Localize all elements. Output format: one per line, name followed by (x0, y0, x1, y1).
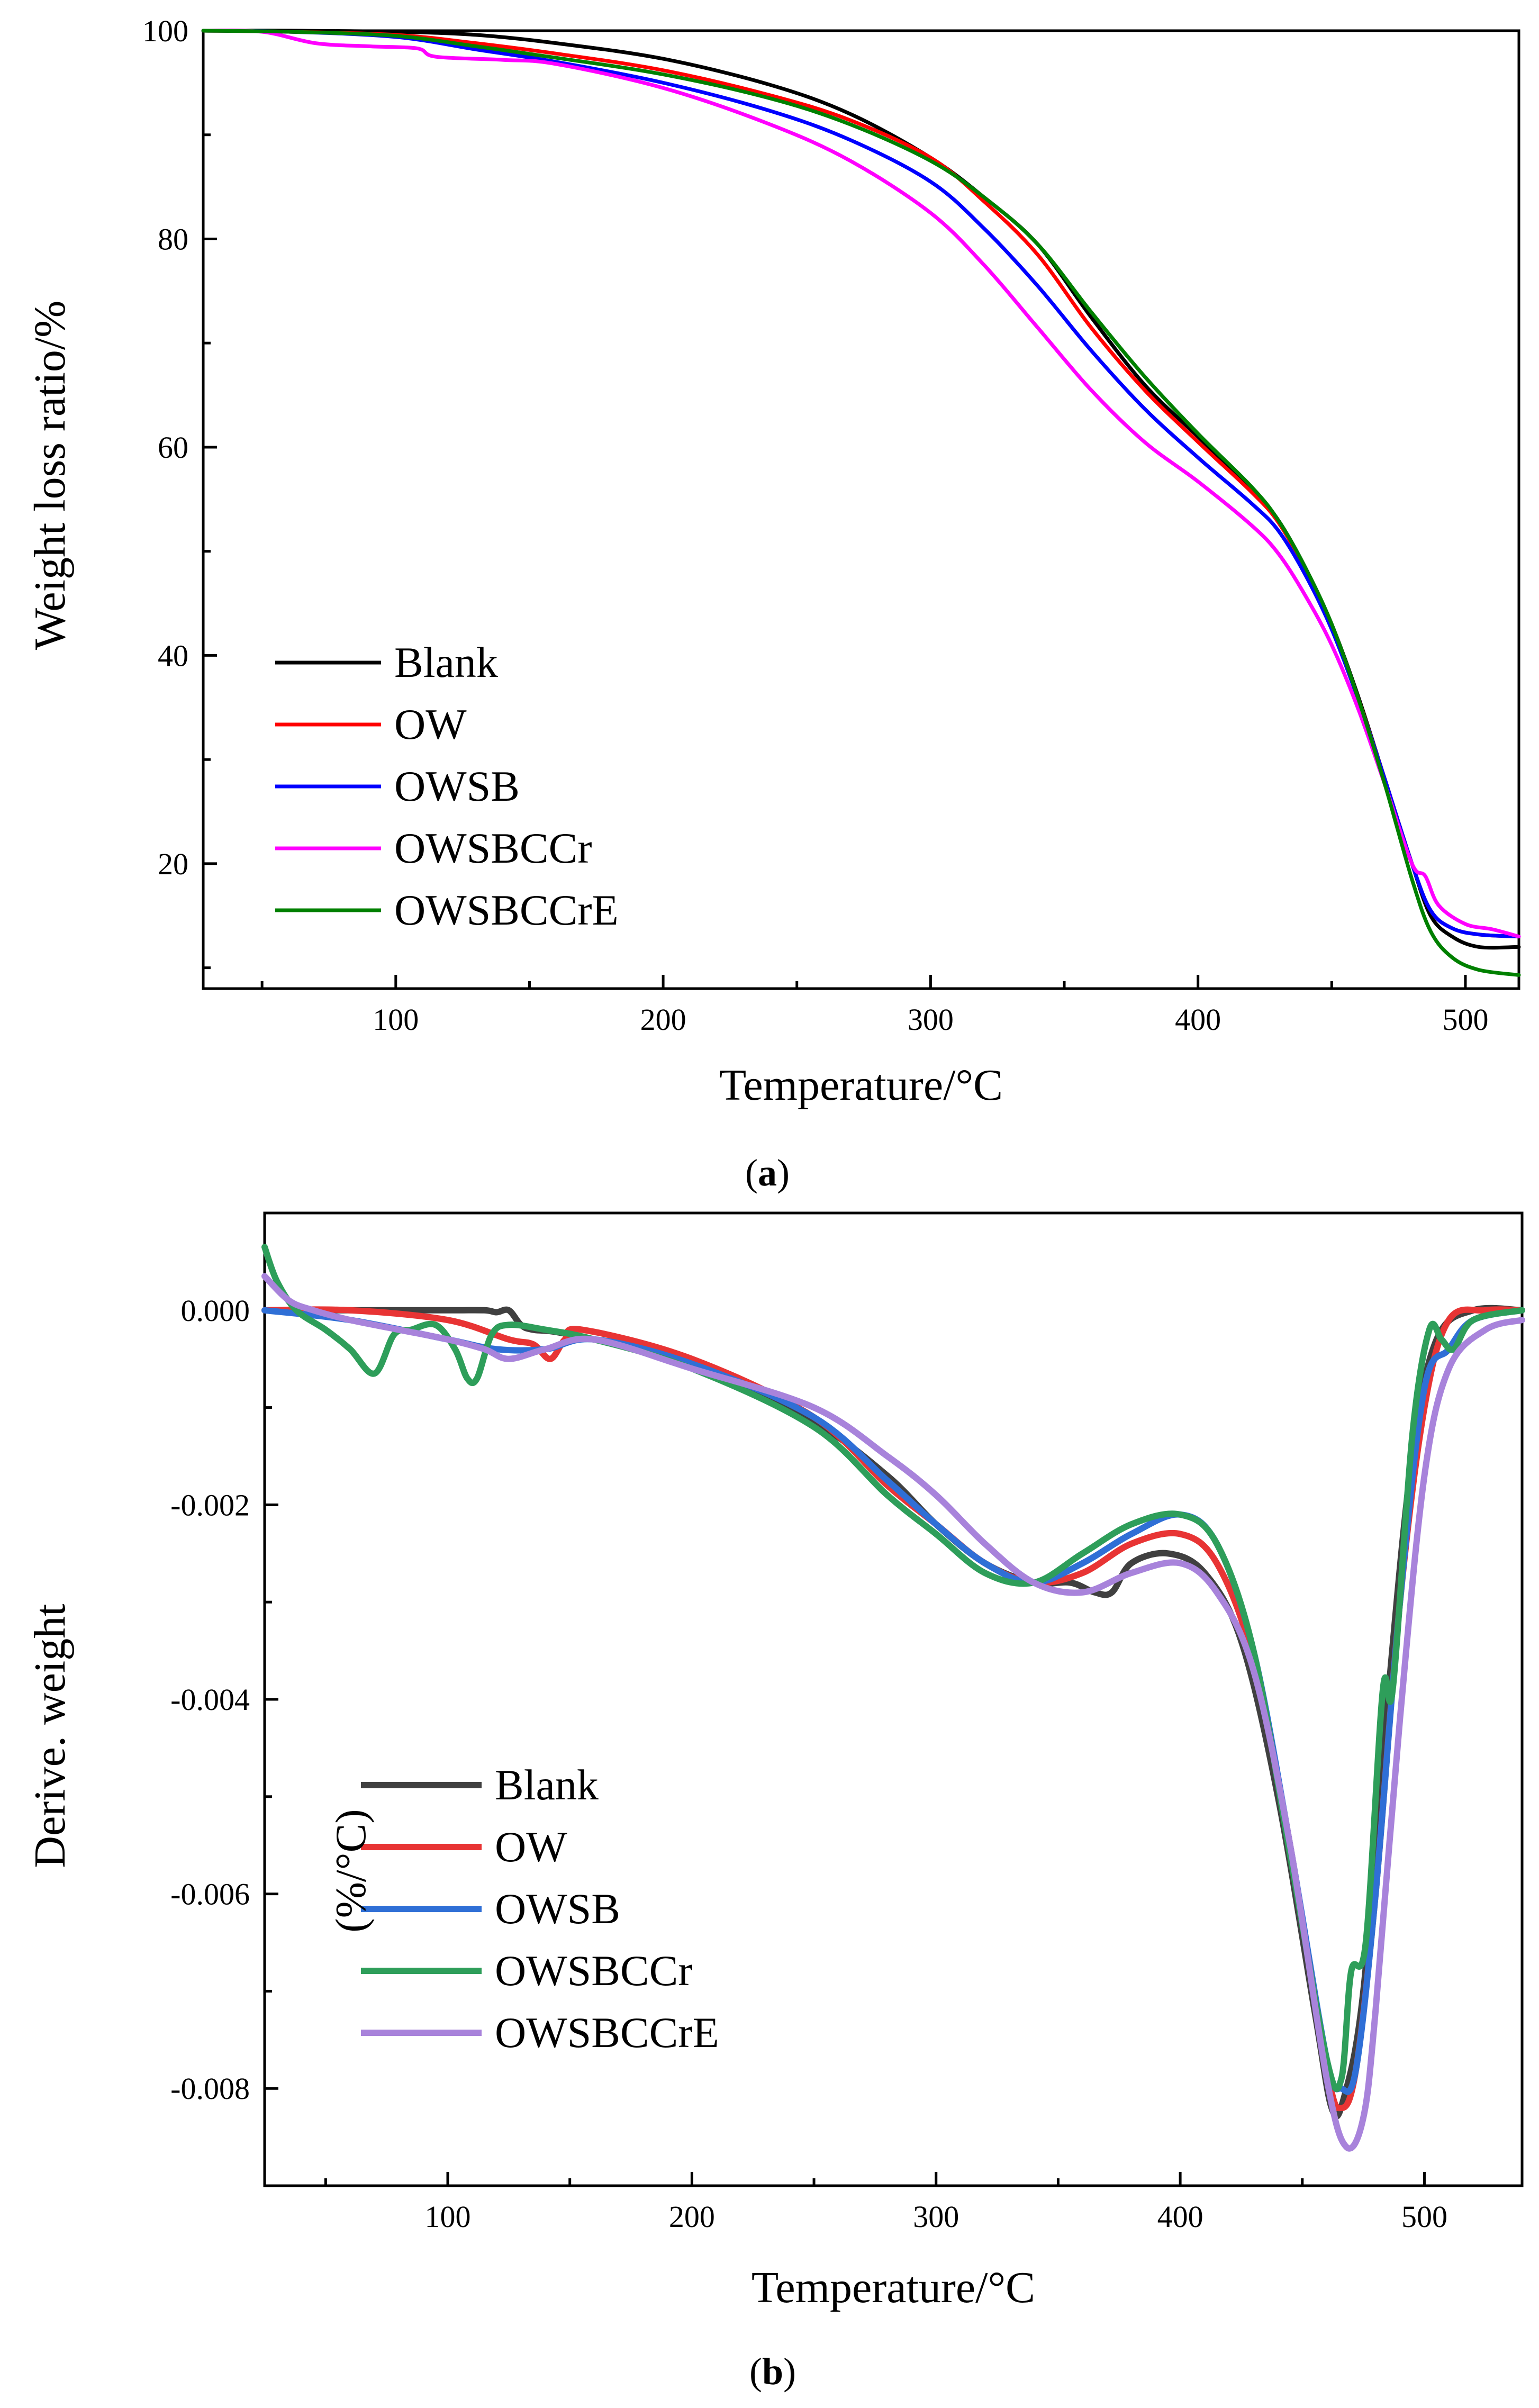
y-tick-label-b: -0.004 (170, 1682, 250, 1717)
series-group-b (261, 1244, 1525, 2152)
y-axis-unit-fragment-b: (%/°C) (327, 1809, 375, 1932)
y-tick-label-b: -0.002 (170, 1488, 250, 1522)
x-tick-label-b: 100 (425, 2199, 471, 2234)
panel-a: 100 200 300 400 500 20 40 60 80 100 Blank OW OWSB OW… (25, 14, 1521, 1194)
legend-label-blank-a: Blank (394, 638, 498, 686)
axis-ticks-a: 100 200 300 400 500 20 40 60 80 100 (142, 14, 1488, 1037)
legend-label-ow-a: OW (394, 700, 467, 748)
series-line-blank-b (261, 1305, 1525, 2120)
y-tick-label-a: 40 (158, 638, 188, 673)
axis-ticks-b: 100 200 300 400 500 0.000 -0.002 -0.004 -0.006 -0… (170, 1211, 1447, 2234)
series-group-a (201, 29, 1521, 977)
x-tick-label-a: 100 (373, 1002, 419, 1037)
series-line-owsbccr-b (261, 1244, 1525, 2092)
y-axis-title-b: Derive. weight (25, 1604, 75, 1868)
x-tick-label-b: 400 (1157, 2199, 1203, 2234)
legend-label-owsbccr-b: OWSBCCr (495, 1947, 693, 1995)
x-tick-label-b: 200 (669, 2199, 715, 2234)
legend-b: Blank OW OWSB OWSBCCr OWSBCCrE (361, 1761, 719, 2057)
panel-caption-a: (a) (745, 1152, 790, 1194)
legend-label-owsb-a: OWSB (394, 762, 520, 810)
series-line-ow-b (261, 1306, 1525, 2112)
caption-open-paren-b: ( (749, 2350, 762, 2393)
x-tick-label-a: 300 (908, 1002, 954, 1037)
series-line-owsb-b (261, 1307, 1525, 2095)
legend-label-owsbccre-b: OWSBCCrE (495, 2008, 719, 2057)
x-tick-label-a: 400 (1175, 1002, 1221, 1037)
legend-label-owsb-b: OWSB (495, 1885, 620, 1933)
legend-label-ow-b: OW (495, 1823, 567, 1871)
y-tick-label-b: 0.000 (181, 1293, 250, 1328)
caption-close-paren-b: ) (783, 2350, 796, 2393)
y-tick-label-b: -0.008 (170, 2071, 250, 2106)
y-axis-title-a: Weight loss ratio/% (25, 301, 75, 650)
x-tick-label-b: 500 (1401, 2199, 1447, 2234)
caption-open-paren-a: ( (745, 1152, 758, 1194)
y-tick-label-a: 80 (158, 222, 188, 256)
panel-b: 100 200 300 400 500 0.000 -0.002 -0.004 -0.006 -0… (25, 1211, 1525, 2393)
legend-a: Blank OW OWSB OWSBCCr OWSBCCrE (275, 638, 619, 934)
y-tick-label-b: -0.006 (170, 1877, 250, 1912)
plot-frame-b (263, 1211, 1524, 2187)
x-axis-title-b: Temperature/°C (752, 2263, 1035, 2312)
x-tick-label-a: 500 (1442, 1002, 1488, 1037)
panel-caption-b: (b) (749, 2350, 796, 2393)
x-tick-label-a: 200 (640, 1002, 686, 1037)
caption-letter-b: b (762, 2350, 783, 2393)
legend-label-blank-b: Blank (495, 1761, 599, 1809)
series-line-owsbccre-a (201, 29, 1521, 977)
plot-frame-a (202, 29, 1520, 990)
y-tick-label-a: 60 (158, 430, 188, 465)
y-tick-label-a: 100 (142, 14, 188, 48)
series-line-owsbccre-b (261, 1273, 1525, 2152)
y-tick-label-a: 20 (158, 847, 188, 881)
caption-letter-a: a (758, 1152, 777, 1194)
legend-label-owsbccr-a: OWSBCCr (394, 824, 592, 872)
x-axis-title-a: Temperature/°C (719, 1061, 1003, 1110)
caption-close-paren-a: ) (777, 1152, 790, 1194)
legend-label-owsbccre-a: OWSBCCrE (394, 886, 619, 934)
x-tick-label-b: 300 (913, 2199, 959, 2234)
